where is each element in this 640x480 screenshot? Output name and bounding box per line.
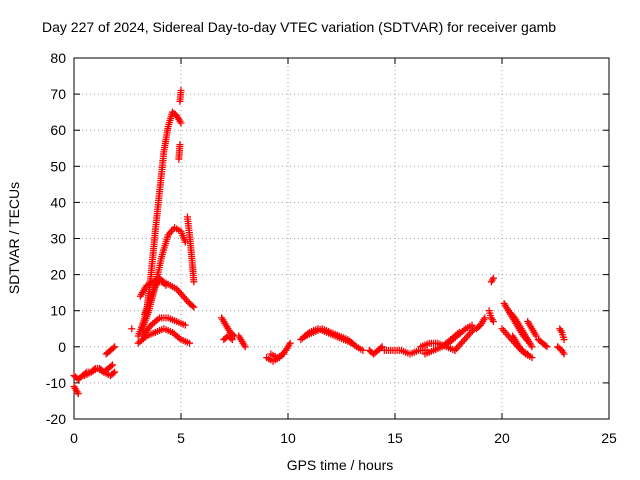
x-tick-label: 0 bbox=[70, 430, 78, 446]
series-track-27 bbox=[451, 325, 478, 354]
series-track-37 bbox=[556, 325, 568, 344]
series-track-22 bbox=[365, 343, 386, 358]
series-track-10 bbox=[183, 213, 198, 286]
x-tick-label: 5 bbox=[177, 430, 185, 446]
data-point bbox=[543, 343, 551, 351]
data-point bbox=[228, 336, 236, 344]
data-point bbox=[109, 344, 117, 352]
series-track-16 bbox=[220, 332, 236, 344]
data-point bbox=[378, 343, 386, 351]
series-track-35 bbox=[524, 318, 540, 340]
data-point bbox=[188, 302, 196, 310]
data-point bbox=[177, 119, 185, 127]
data-point bbox=[280, 350, 288, 358]
x-tick-label: 20 bbox=[494, 430, 510, 446]
y-tick-label: 70 bbox=[50, 86, 66, 102]
data-point bbox=[227, 334, 235, 342]
y-tick-label: 0 bbox=[58, 339, 66, 355]
y-tick-label: 80 bbox=[50, 50, 66, 66]
data-point bbox=[489, 274, 497, 282]
series-track-14 bbox=[136, 274, 170, 300]
y-tick-label: -20 bbox=[46, 411, 66, 427]
series-track-3 bbox=[81, 364, 119, 380]
data-point bbox=[528, 343, 536, 351]
axes: -20 -10 0 10 20 30 40 50 60 70 80 0 5 10 15 20 25 bbox=[46, 50, 617, 446]
y-tick-label: -10 bbox=[46, 375, 66, 391]
data-point bbox=[359, 346, 367, 354]
data-point bbox=[177, 86, 185, 94]
data-point bbox=[111, 343, 119, 351]
series-track-5 bbox=[128, 325, 136, 333]
series-track-4 bbox=[102, 343, 119, 358]
series-track-19 bbox=[267, 350, 288, 362]
series-track-33 bbox=[504, 307, 536, 351]
series-track-30 bbox=[485, 307, 497, 326]
data-point bbox=[109, 361, 117, 369]
series-track-28 bbox=[472, 314, 489, 333]
y-tick-label: 50 bbox=[50, 158, 66, 174]
series-track-6 bbox=[134, 108, 185, 340]
data-point bbox=[111, 368, 119, 376]
grid-lines bbox=[74, 58, 609, 419]
series-track-15 bbox=[218, 314, 238, 340]
series-track-8 bbox=[175, 141, 184, 163]
series-track-38 bbox=[554, 343, 568, 358]
data-point bbox=[560, 336, 568, 344]
data-point bbox=[377, 344, 385, 352]
y-tick-label: 10 bbox=[50, 303, 66, 319]
data-point bbox=[542, 342, 550, 350]
y-tick-label: 30 bbox=[50, 231, 66, 247]
data-point bbox=[181, 238, 189, 246]
data-point bbox=[176, 141, 184, 149]
series-track-34 bbox=[509, 332, 536, 362]
data-point bbox=[181, 321, 189, 329]
y-tick-label: 40 bbox=[50, 194, 66, 210]
series-track-18 bbox=[263, 339, 294, 365]
data-point bbox=[532, 332, 540, 340]
chart-title: Day 227 of 2024, Sidereal Day-to-day VTE… bbox=[42, 19, 556, 35]
series-track-17 bbox=[235, 332, 249, 351]
data-point bbox=[190, 278, 198, 286]
data-point bbox=[162, 281, 170, 289]
x-tick-label: 25 bbox=[601, 430, 617, 446]
series-track-36 bbox=[534, 336, 551, 351]
x-axis-label: GPS time / hours bbox=[287, 457, 394, 473]
x-tick-label: 15 bbox=[387, 430, 403, 446]
series-track-12 bbox=[138, 314, 189, 340]
data-point bbox=[560, 350, 568, 358]
data-point bbox=[74, 390, 82, 398]
data-point bbox=[229, 331, 237, 339]
data-point bbox=[241, 343, 249, 351]
series-track-26 bbox=[445, 321, 476, 347]
data-point bbox=[286, 339, 294, 347]
x-tick-label: 10 bbox=[280, 430, 296, 446]
y-tick-label: 60 bbox=[50, 122, 66, 138]
data-point bbox=[190, 303, 198, 311]
data-point bbox=[128, 325, 136, 333]
data-point bbox=[186, 339, 194, 347]
series-track-7 bbox=[176, 86, 185, 105]
data-points bbox=[70, 86, 568, 398]
series-track-21 bbox=[301, 325, 367, 354]
data-point bbox=[109, 369, 117, 377]
data-point bbox=[489, 318, 497, 326]
data-point bbox=[528, 354, 536, 362]
data-point bbox=[107, 362, 115, 370]
y-axis-label: SDTVAR / TECUs bbox=[6, 182, 22, 294]
y-tick-label: 20 bbox=[50, 267, 66, 283]
series-track-29 bbox=[487, 274, 497, 286]
series-track-2 bbox=[70, 383, 82, 398]
series-track-13 bbox=[134, 325, 194, 347]
data-point bbox=[481, 314, 489, 322]
